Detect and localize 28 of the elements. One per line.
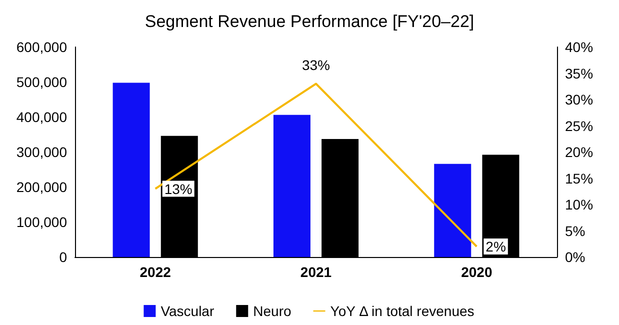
y2-tick-label: 30% — [565, 92, 594, 108]
y2-tick-label: 35% — [565, 65, 594, 82]
data-label: 13% — [164, 180, 192, 197]
legend-label: Neuro — [253, 303, 292, 319]
legend-label: Vascular — [160, 303, 214, 319]
y-tick-label: 200,000 — [16, 179, 68, 195]
x-tick-label: 2020 — [461, 264, 492, 280]
chart-title: Segment Revenue Performance [FY'20–22] — [144, 12, 474, 31]
y2-tick-label: 0% — [565, 249, 586, 265]
y-tick-label: 300,000 — [16, 144, 68, 160]
y2-tick-label: 15% — [565, 170, 594, 186]
y2-tick-label: 25% — [565, 118, 594, 134]
y2-tick-label: 20% — [565, 144, 594, 160]
legend-label: YoY Δ in total revenues — [330, 303, 474, 319]
x-tick-label: 2022 — [140, 264, 172, 280]
y-tick-label: 600,000 — [16, 39, 68, 55]
x-tick-label: 2021 — [300, 264, 332, 280]
bar — [112, 82, 150, 257]
y-tick-label: 500,000 — [16, 74, 68, 90]
y-tick-label: 0 — [59, 249, 68, 265]
y-tick-label: 400,000 — [16, 109, 68, 125]
data-label: 33% — [302, 56, 330, 73]
y-tick-label: 100,000 — [16, 214, 68, 230]
bar — [273, 114, 310, 257]
bar — [434, 164, 472, 257]
y2-tick-label: 5% — [565, 222, 586, 239]
y2-tick-label: 40% — [565, 39, 594, 55]
y2-tick-label: 10% — [565, 196, 594, 212]
